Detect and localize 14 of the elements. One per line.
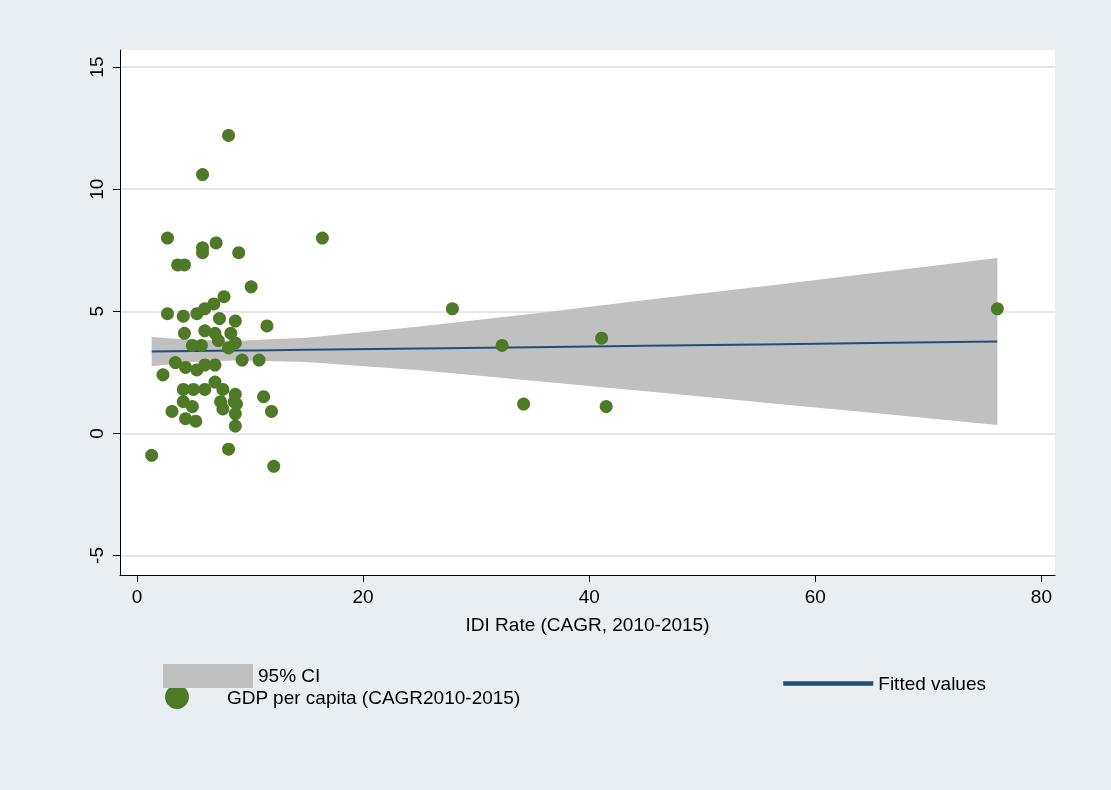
legend-label: GDP per capita (CAGR2010-2015)	[227, 686, 521, 708]
legend-label: Fitted values	[878, 673, 987, 694]
y-tick-label: 5	[86, 305, 107, 317]
x-tick-label: 60	[804, 586, 826, 607]
text: 95% CI	[258, 665, 321, 687]
x-tick-label: 0	[131, 586, 143, 607]
x-tick-label: 80	[1030, 586, 1052, 607]
x-tick-label: 20	[352, 586, 374, 607]
y-tick-label: 0	[86, 428, 107, 439]
y-tick-label: -5	[86, 547, 107, 564]
y-tick-label: 10	[86, 178, 107, 200]
x-axis-title: IDI Rate (CAGR, 2010-2015)	[465, 614, 710, 635]
x-tick-label: 40	[578, 586, 600, 607]
y-tick-label: 15	[86, 56, 107, 78]
